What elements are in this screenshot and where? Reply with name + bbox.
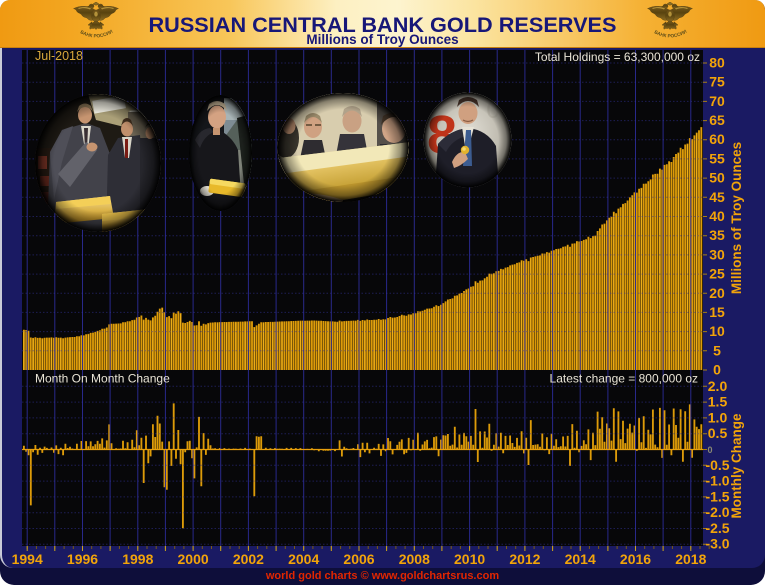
svg-text:1.0: 1.0 — [708, 409, 728, 425]
svg-text:2004: 2004 — [288, 551, 319, 567]
svg-text:0.5: 0.5 — [708, 425, 728, 441]
svg-text:30: 30 — [709, 246, 725, 262]
svg-text:60: 60 — [709, 131, 725, 147]
svg-text:-0.5: -0.5 — [705, 457, 729, 473]
svg-text:1996: 1996 — [67, 551, 98, 567]
svg-text:45: 45 — [709, 189, 725, 205]
svg-text:2010: 2010 — [454, 551, 485, 567]
svg-text:Monthly Change: Monthly Change — [729, 413, 744, 518]
svg-text:2016: 2016 — [620, 551, 651, 567]
svg-text:0: 0 — [713, 362, 721, 378]
svg-text:-2.5: -2.5 — [705, 520, 729, 536]
svg-text:65: 65 — [709, 112, 725, 128]
svg-text:1994: 1994 — [12, 551, 43, 567]
svg-text:55: 55 — [709, 150, 725, 166]
svg-text:1998: 1998 — [122, 551, 153, 567]
svg-text:20: 20 — [709, 285, 725, 301]
svg-text:2014: 2014 — [565, 551, 596, 567]
svg-text:2006: 2006 — [343, 551, 374, 567]
svg-text:Total Holdings = 63,300,000 oz: Total Holdings = 63,300,000 oz — [535, 50, 700, 64]
svg-text:-3.0: -3.0 — [705, 536, 729, 552]
svg-text:-1.0: -1.0 — [705, 473, 729, 489]
svg-text:-2.0: -2.0 — [705, 504, 729, 520]
svg-text:50: 50 — [709, 170, 725, 186]
svg-text:2018: 2018 — [675, 551, 706, 567]
svg-text:-1.5: -1.5 — [705, 488, 729, 504]
svg-text:2008: 2008 — [399, 551, 430, 567]
svg-text:35: 35 — [709, 227, 725, 243]
svg-text:2000: 2000 — [178, 551, 209, 567]
svg-text:Millions of Troy Ounces: Millions of Troy Ounces — [729, 142, 744, 294]
svg-text:Latest change = 800,000 oz: Latest change = 800,000 oz — [550, 372, 698, 386]
svg-text:5: 5 — [713, 342, 721, 358]
svg-text:0: 0 — [707, 445, 712, 455]
svg-text:2012: 2012 — [509, 551, 540, 567]
svg-text:25: 25 — [709, 266, 725, 282]
svg-text:1.5: 1.5 — [708, 394, 728, 410]
svg-text:40: 40 — [709, 208, 725, 224]
svg-text:15: 15 — [709, 304, 725, 320]
svg-text:2.0: 2.0 — [708, 378, 728, 394]
svg-text:2002: 2002 — [233, 551, 264, 567]
svg-text:70: 70 — [709, 93, 725, 109]
svg-text:Month On Month Change: Month On Month Change — [35, 372, 170, 386]
svg-text:10: 10 — [709, 323, 725, 339]
svg-text:75: 75 — [709, 74, 725, 90]
svg-text:Jul-2018: Jul-2018 — [35, 49, 83, 63]
svg-text:80: 80 — [709, 55, 725, 71]
